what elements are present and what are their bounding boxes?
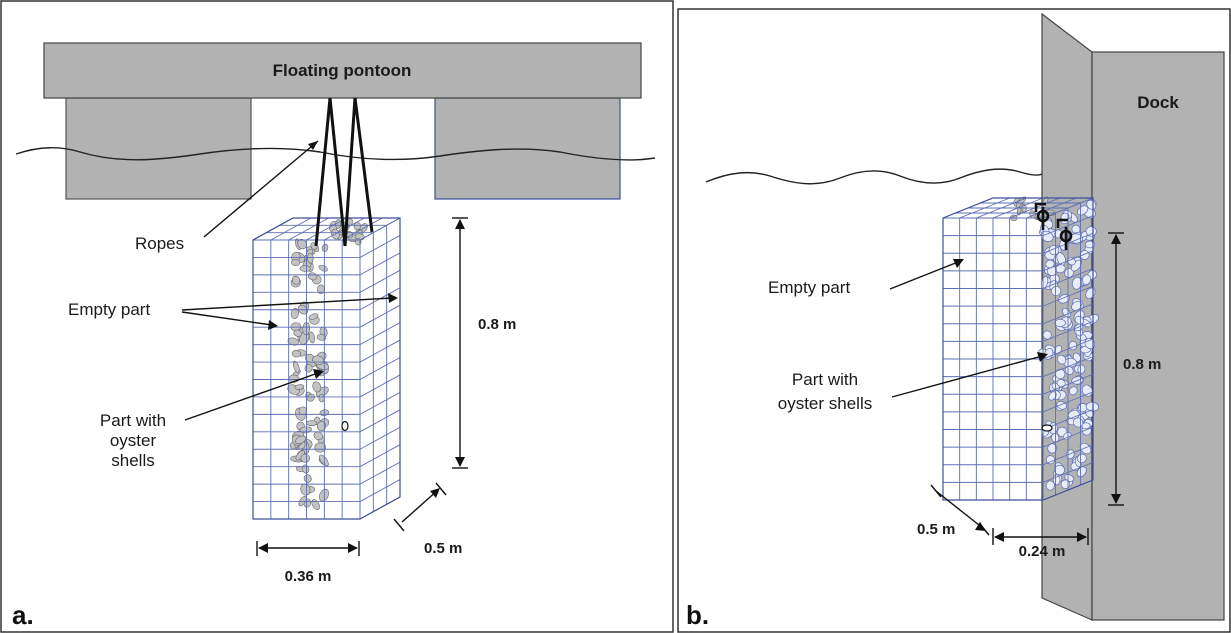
height-label-b: 0.8 m: [1123, 356, 1161, 373]
empty-arrow-a1: [181, 297, 393, 311]
water-line-a: [15, 147, 656, 161]
panel-b: Dock Empty part Part with oyster shells: [686, 12, 1225, 630]
empty-arrow-b: [889, 261, 959, 290]
oyster-label-b-1: Part with: [792, 370, 858, 389]
height-label-a: 0.8 m: [478, 316, 516, 333]
height-dim-b: [1108, 232, 1124, 506]
panel-a: Floating pontoon Ropes Empty part Part w…: [12, 42, 656, 630]
oyster-label-a-3: shells: [111, 451, 154, 470]
depth-label-b: 0.5 m: [917, 521, 955, 538]
pontoon-label: Floating pontoon: [273, 61, 412, 80]
width-dim-b: [992, 528, 1089, 545]
ropes-label: Ropes: [135, 234, 184, 253]
empty-label-b: Empty part: [768, 278, 850, 297]
oyster-label-a-1: Part with: [100, 411, 166, 430]
dock-front-face: [1091, 51, 1225, 621]
dock-hooks: [1034, 202, 1073, 250]
empty-label-a: Empty part: [68, 300, 150, 319]
oyster-arrow-b: [891, 355, 1043, 398]
depth-dim-a: [393, 482, 447, 532]
ropes-arrow: [203, 140, 319, 238]
depth-label-a: 0.5 m: [424, 540, 462, 557]
ropes: [314, 97, 374, 247]
oyster-label-a-2: oyster: [110, 431, 157, 450]
water-line-b: [705, 168, 1043, 185]
dock-label: Dock: [1137, 93, 1179, 112]
width-label-a: 0.36 m: [285, 568, 332, 585]
pontoon-float-left: [65, 97, 252, 200]
pontoon-deck: [43, 42, 642, 99]
height-dim-a: [452, 217, 468, 469]
width-label-b: 0.24 m: [1019, 543, 1066, 560]
cage-a: [252, 217, 401, 520]
width-dim-a: [256, 541, 360, 556]
panel-letter-b: b.: [686, 600, 709, 630]
oyster-label-b-2: oyster shells: [778, 394, 872, 413]
empty-arrow-a2: [181, 311, 273, 326]
oyster-shells: [287, 238, 330, 510]
panel-letter-a: a.: [12, 600, 34, 630]
oyster-arrow-a: [184, 372, 319, 421]
depth-dim-b: [930, 484, 990, 536]
